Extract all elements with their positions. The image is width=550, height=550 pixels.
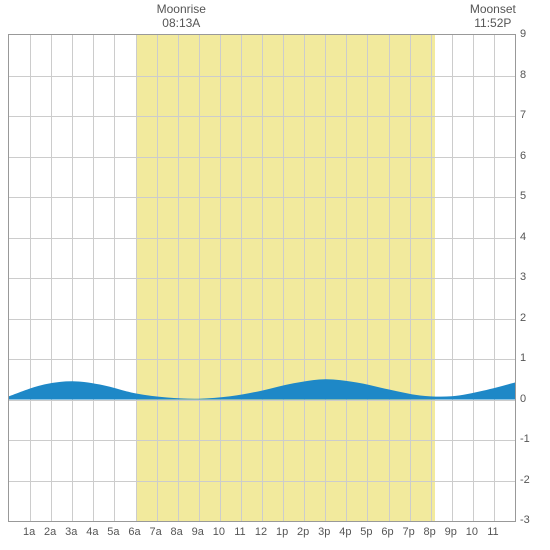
x-tick-label: 10 — [466, 526, 478, 538]
x-tick-label: 9a — [192, 526, 204, 538]
moonrise-time: 08:13A — [157, 16, 206, 30]
plot-area — [8, 34, 516, 522]
x-tick-label: 7p — [402, 526, 414, 538]
tide-fill-path — [9, 379, 515, 399]
y-tick-label: -3 — [520, 514, 530, 526]
y-tick-label: 0 — [520, 393, 526, 405]
y-tick-label: 2 — [520, 312, 526, 324]
moonrise-header: Moonrise 08:13A — [157, 2, 206, 31]
x-tick-label: 5p — [360, 526, 372, 538]
x-tick-label: 2a — [44, 526, 56, 538]
x-tick-label: 12 — [255, 526, 267, 538]
moonset-time: 11:52P — [470, 16, 516, 30]
x-tick-label: 8p — [424, 526, 436, 538]
x-tick-label: 3p — [318, 526, 330, 538]
y-tick-label: 5 — [520, 190, 526, 202]
x-tick-label: 9p — [445, 526, 457, 538]
y-tick-label: 1 — [520, 352, 526, 364]
x-tick-label: 2p — [297, 526, 309, 538]
y-tick-label: 6 — [520, 150, 526, 162]
x-tick-label: 4a — [86, 526, 98, 538]
x-tick-label: 1a — [23, 526, 35, 538]
x-tick-label: 7a — [149, 526, 161, 538]
x-tick-label: 11 — [234, 526, 245, 538]
x-tick-label: 10 — [213, 526, 225, 538]
x-tick-label: 6p — [381, 526, 393, 538]
x-tick-label: 1p — [276, 526, 288, 538]
tide-chart: Moonrise 08:13A Moonset 11:52P 1a 2a 3a 4a 5… — [0, 0, 550, 550]
y-tick-label: 3 — [520, 271, 526, 283]
x-tick-label: 4p — [339, 526, 351, 538]
y-tick-label: 8 — [520, 69, 526, 81]
x-tick-label: 11 — [487, 526, 498, 538]
tide-area — [9, 35, 515, 521]
moonset-header: Moonset 11:52P — [470, 2, 516, 31]
y-tick-label: -1 — [520, 433, 530, 445]
x-tick-label: 3a — [65, 526, 77, 538]
y-tick-label: 4 — [520, 231, 526, 243]
moonrise-title: Moonrise — [157, 2, 206, 16]
y-tick-label: 9 — [520, 28, 526, 40]
y-tick-label: 7 — [520, 109, 526, 121]
x-tick-label: 6a — [128, 526, 140, 538]
x-tick-label: 8a — [171, 526, 183, 538]
y-tick-label: -2 — [520, 474, 530, 486]
moonset-title: Moonset — [470, 2, 516, 16]
x-tick-label: 5a — [107, 526, 119, 538]
